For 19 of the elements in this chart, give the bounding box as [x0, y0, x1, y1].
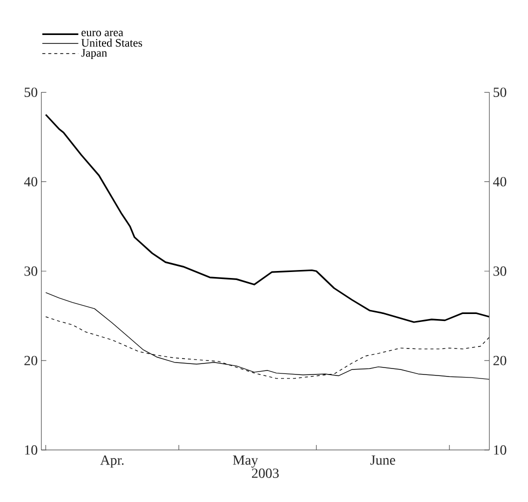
x-axis-title: 2003 — [252, 468, 279, 478]
y-tick-label: 50 — [24, 88, 38, 97]
y-tick-label: 40 — [24, 177, 38, 186]
y-tick-label: 10 — [25, 445, 38, 455]
legend-label: United States — [81, 38, 142, 47]
y2-tick-label: 20 — [493, 356, 506, 366]
x-tick-label: May — [232, 455, 258, 468]
line-series — [44, 114, 490, 323]
legend-label: euro area — [82, 30, 124, 36]
y2-tick-label: 40 — [493, 177, 506, 186]
y-tick-label: 20 — [24, 356, 38, 366]
x-tick-label: June — [370, 455, 396, 465]
line-series — [45, 292, 490, 380]
y2-tick-label: 30 — [494, 266, 506, 276]
y2-tick-label: 50 — [494, 88, 506, 97]
legend-label: Japan — [81, 49, 107, 60]
y-tick-label: 30 — [24, 266, 38, 276]
y2-tick-label: 10 — [494, 445, 506, 455]
x-tick-label: Apr. — [100, 455, 124, 468]
